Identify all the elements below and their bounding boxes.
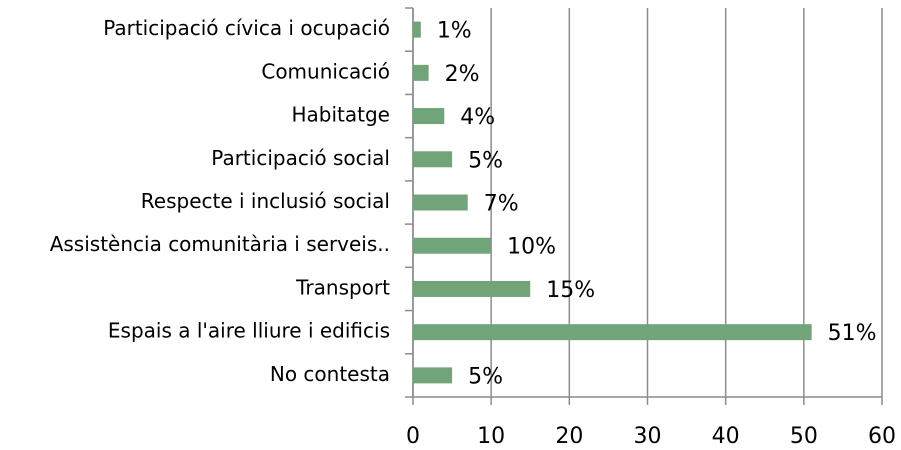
value-label: 7% [484,192,519,217]
x-tick-label: 40 [712,424,740,449]
value-label: 1% [437,19,472,44]
y-tick-label: Respecte i inclusió social [141,189,390,213]
x-tick-label: 50 [790,424,818,449]
x-tick-label: 20 [555,424,583,449]
value-label: 2% [445,62,480,87]
y-tick-label: Assistència comunitària i serveis.. [50,232,390,256]
value-label: 5% [468,148,503,173]
x-tick-label: 0 [406,424,420,449]
bar [413,151,453,168]
value-label: 5% [468,364,503,389]
y-tick-label: Participació social [211,146,390,170]
x-tick-label: 10 [477,424,505,449]
bar [413,64,429,81]
bar [413,194,468,211]
value-label: 10% [507,235,556,260]
value-label: 15% [546,278,595,303]
bar [413,237,492,254]
x-tick-label: 30 [634,424,662,449]
y-tick-label: Habitatge [292,103,391,127]
y-tick-label: No contesta [270,362,390,386]
bar [413,108,445,125]
bar [413,21,421,38]
bar [413,324,812,341]
y-tick-label: Espais a l'aire lliure i edificis [108,319,390,343]
value-label: 51% [828,321,877,346]
y-tick-label: Comunicació [261,59,390,83]
y-tick-label: Transport [295,275,390,299]
bar [413,280,531,297]
bar [413,367,453,384]
value-label: 4% [460,105,495,130]
y-tick-label: Participació cívica i ocupació [103,16,390,40]
x-tick-label: 60 [868,424,896,449]
